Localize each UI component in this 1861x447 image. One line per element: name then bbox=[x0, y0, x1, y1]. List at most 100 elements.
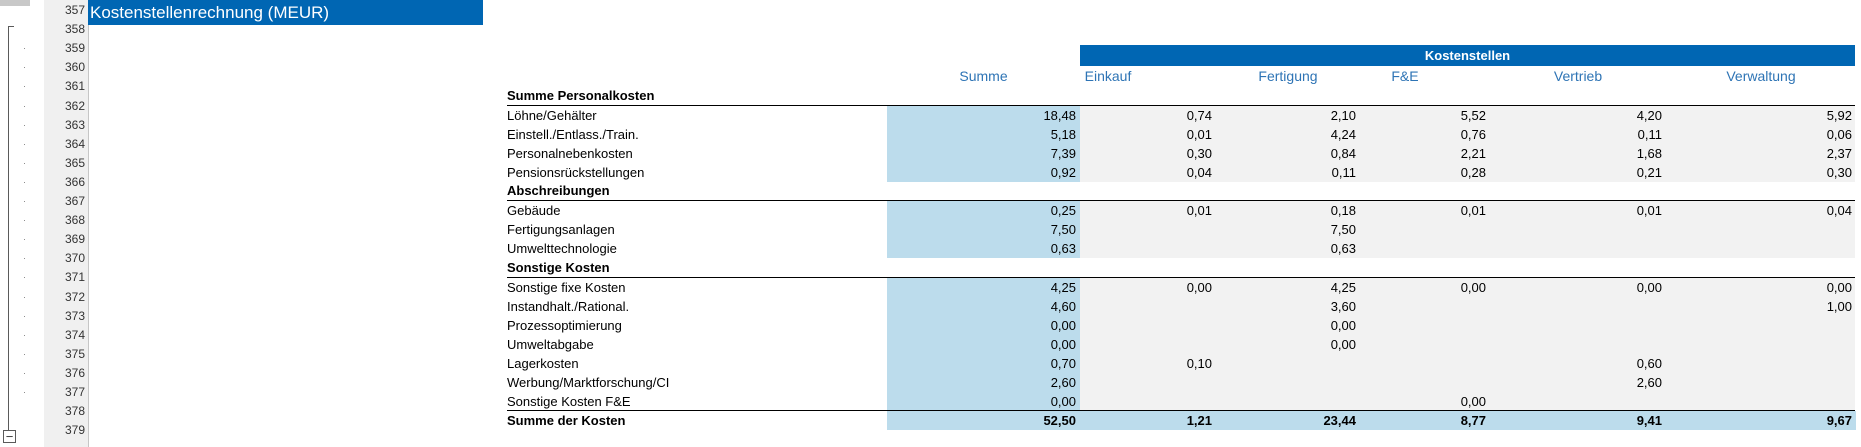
row-header[interactable]: 358 bbox=[64, 22, 85, 37]
total-fertigung[interactable]: 23,44 bbox=[1323, 413, 1356, 428]
row-header[interactable]: 376 bbox=[64, 365, 85, 380]
row-header[interactable]: 360 bbox=[64, 60, 85, 75]
row-header[interactable]: 367 bbox=[64, 194, 85, 208]
total-fe[interactable]: 8,77 bbox=[1460, 413, 1486, 428]
cell-verwaltung[interactable] bbox=[1666, 239, 1856, 258]
row-header[interactable]: 371 bbox=[64, 270, 85, 285]
cell-fertigung[interactable]: 4,25 bbox=[1330, 280, 1356, 295]
cell-fertigung[interactable]: 7,50 bbox=[1330, 222, 1356, 237]
total-einkauf[interactable]: 1,21 bbox=[1186, 413, 1212, 428]
cell-fertigung[interactable]: 0,63 bbox=[1330, 241, 1356, 256]
cell-verwaltung[interactable]: 2,37 bbox=[1826, 146, 1852, 161]
cell-summe[interactable]: 18,48 bbox=[1043, 108, 1076, 123]
cell-verwaltung[interactable] bbox=[1666, 316, 1856, 335]
cell-fe[interactable]: 0,01 bbox=[1460, 203, 1486, 218]
collapse-group-button[interactable]: − bbox=[3, 430, 16, 443]
cell-fertigung[interactable]: 0,84 bbox=[1330, 146, 1356, 161]
cell-einkauf[interactable]: 0,01 bbox=[1186, 203, 1212, 218]
cell-fe[interactable] bbox=[1360, 220, 1490, 239]
cell-fertigung[interactable]: 3,60 bbox=[1330, 299, 1356, 314]
row-header[interactable]: 374 bbox=[64, 327, 85, 342]
cell-vertrieb[interactable]: 2,60 bbox=[1636, 375, 1662, 390]
cell-fertigung[interactable]: 0,18 bbox=[1330, 203, 1356, 218]
cell-summe[interactable]: 7,50 bbox=[1050, 222, 1076, 237]
cell-fertigung[interactable]: 0,11 bbox=[1331, 165, 1356, 180]
cell-fe[interactable] bbox=[1360, 373, 1490, 392]
cell-fe[interactable]: 0,28 bbox=[1460, 165, 1486, 180]
cell-fertigung[interactable] bbox=[1216, 354, 1360, 373]
cell-vertrieb[interactable]: 0,60 bbox=[1636, 356, 1662, 371]
cell-verwaltung[interactable] bbox=[1666, 335, 1856, 354]
cell-einkauf[interactable]: 0,74 bbox=[1186, 108, 1212, 123]
cell-vertrieb[interactable] bbox=[1490, 220, 1666, 239]
cell-vertrieb[interactable]: 0,11 bbox=[1637, 127, 1662, 142]
total-vertrieb[interactable]: 9,41 bbox=[1636, 413, 1662, 428]
cell-summe[interactable]: 0,00 bbox=[1050, 337, 1076, 352]
row-header[interactable]: 372 bbox=[64, 289, 85, 304]
cell-fe[interactable] bbox=[1360, 239, 1490, 258]
cell-verwaltung[interactable]: 0,06 bbox=[1826, 127, 1852, 142]
row-header[interactable]: 377 bbox=[64, 385, 85, 399]
cell-fertigung[interactable] bbox=[1216, 392, 1360, 411]
cell-fertigung[interactable]: 2,10 bbox=[1330, 108, 1356, 123]
row-header[interactable]: 373 bbox=[64, 308, 85, 323]
row-header[interactable]: 375 bbox=[64, 346, 85, 361]
cell-summe[interactable]: 0,70 bbox=[1050, 356, 1076, 371]
cell-verwaltung[interactable] bbox=[1666, 373, 1856, 392]
cell-summe[interactable]: 2,60 bbox=[1050, 375, 1076, 390]
cell-verwaltung[interactable]: 0,30 bbox=[1826, 165, 1852, 180]
total-verwaltung[interactable]: 9,67 bbox=[1826, 413, 1852, 428]
cell-fertigung[interactable]: 0,00 bbox=[1330, 337, 1356, 352]
row-header[interactable]: 368 bbox=[64, 213, 85, 228]
cell-einkauf[interactable] bbox=[1080, 373, 1216, 392]
cell-fe[interactable] bbox=[1360, 316, 1490, 335]
cell-vertrieb[interactable]: 0,21 bbox=[1636, 165, 1662, 180]
cell-summe[interactable]: 0,92 bbox=[1050, 165, 1076, 180]
cell-fe[interactable]: 2,21 bbox=[1460, 146, 1486, 161]
row-header[interactable]: 365 bbox=[64, 155, 85, 170]
cell-einkauf[interactable]: 0,30 bbox=[1186, 146, 1212, 161]
row-header[interactable]: 362 bbox=[64, 98, 85, 113]
cell-einkauf[interactable]: 0,10 bbox=[1186, 356, 1212, 371]
cell-fe[interactable] bbox=[1360, 297, 1490, 316]
row-header[interactable]: 363 bbox=[64, 117, 85, 132]
cell-verwaltung[interactable]: 0,04 bbox=[1826, 203, 1852, 218]
cell-vertrieb[interactable] bbox=[1490, 335, 1666, 354]
cell-verwaltung[interactable]: 0,00 bbox=[1826, 280, 1852, 295]
row-header[interactable]: 361 bbox=[64, 79, 85, 94]
cell-einkauf[interactable] bbox=[1080, 220, 1216, 239]
cell-einkauf[interactable] bbox=[1080, 239, 1216, 258]
cell-einkauf[interactable] bbox=[1080, 316, 1216, 335]
cell-einkauf[interactable] bbox=[1080, 392, 1216, 411]
cell-einkauf[interactable]: 0,01 bbox=[1186, 127, 1212, 142]
row-header[interactable]: 364 bbox=[64, 136, 85, 151]
cell-fe[interactable]: 5,52 bbox=[1460, 108, 1486, 123]
cell-einkauf[interactable]: 0,00 bbox=[1186, 280, 1212, 295]
cell-summe[interactable]: 0,00 bbox=[1050, 394, 1076, 409]
cell-summe[interactable]: 0,25 bbox=[1050, 203, 1076, 218]
cell-einkauf[interactable]: 0,04 bbox=[1186, 165, 1212, 180]
row-header[interactable]: 369 bbox=[64, 232, 85, 247]
cell-fe[interactable]: 0,00 bbox=[1460, 394, 1486, 409]
cell-summe[interactable]: 0,00 bbox=[1050, 318, 1076, 333]
cell-vertrieb[interactable]: 0,01 bbox=[1636, 203, 1662, 218]
cell-vertrieb[interactable] bbox=[1490, 316, 1666, 335]
row-header[interactable]: 357 bbox=[64, 3, 85, 17]
cell-fe[interactable]: 0,00 bbox=[1460, 280, 1486, 295]
row-header[interactable]: 370 bbox=[64, 251, 85, 266]
cell-fe[interactable] bbox=[1360, 354, 1490, 373]
cell-summe[interactable]: 4,60 bbox=[1050, 299, 1076, 314]
cell-verwaltung[interactable] bbox=[1666, 392, 1856, 411]
cell-fertigung[interactable]: 4,24 bbox=[1330, 127, 1356, 142]
cell-fertigung[interactable]: 0,00 bbox=[1330, 318, 1356, 333]
row-header[interactable]: 379 bbox=[64, 423, 85, 438]
cell-fertigung[interactable] bbox=[1216, 373, 1360, 392]
cell-vertrieb[interactable]: 1,68 bbox=[1636, 146, 1662, 161]
cell-vertrieb[interactable]: 0,00 bbox=[1636, 280, 1662, 295]
cell-verwaltung[interactable] bbox=[1666, 354, 1856, 373]
cell-summe[interactable]: 7,39 bbox=[1050, 146, 1076, 161]
cell-fe[interactable]: 0,76 bbox=[1460, 127, 1486, 142]
cell-vertrieb[interactable] bbox=[1490, 392, 1666, 411]
cell-fe[interactable] bbox=[1360, 335, 1490, 354]
cell-vertrieb[interactable] bbox=[1490, 297, 1666, 316]
